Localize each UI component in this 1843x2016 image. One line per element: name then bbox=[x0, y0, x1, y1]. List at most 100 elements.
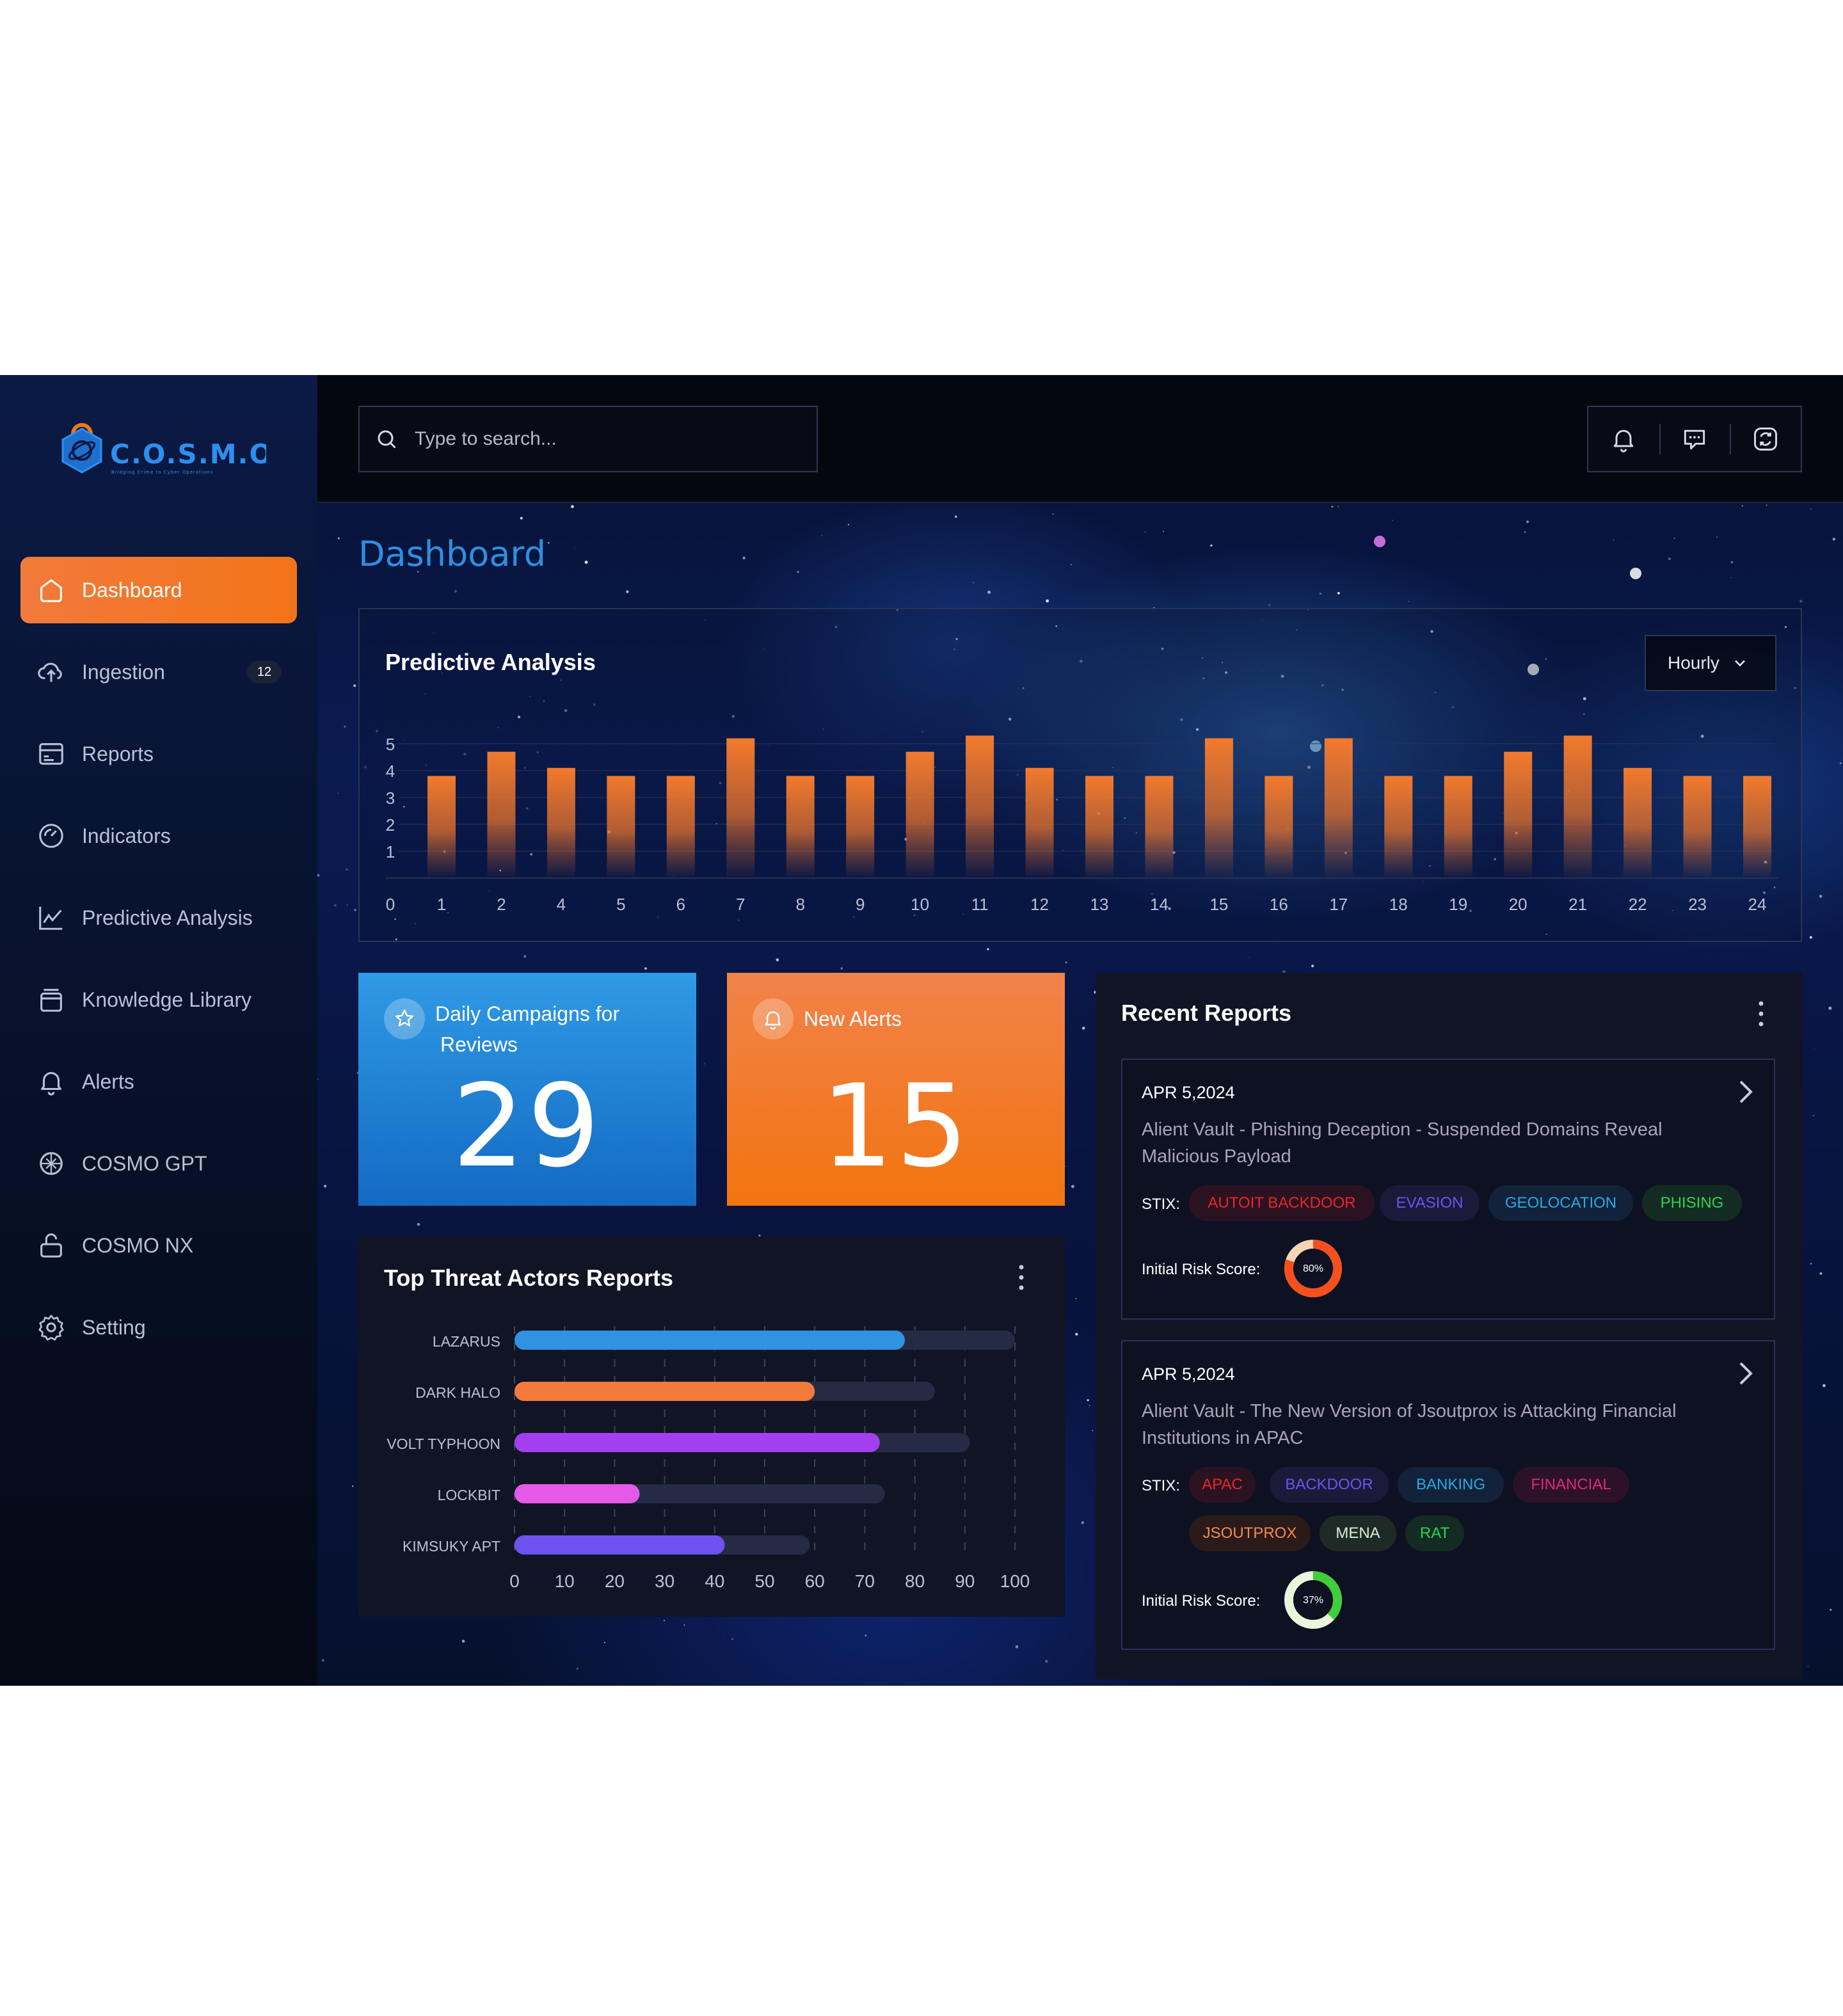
bell-icon bbox=[36, 1066, 67, 1097]
x-tick-label: 20 bbox=[605, 1571, 625, 1591]
bar-hour-16 bbox=[1265, 776, 1293, 877]
report-item[interactable]: APR 5,2024 Alient Vault - The New Versio… bbox=[1121, 1340, 1775, 1650]
bar-hour-20 bbox=[1504, 751, 1533, 877]
y-tick-label: 1 bbox=[386, 842, 395, 861]
chevron-right-icon[interactable] bbox=[1735, 1361, 1756, 1386]
star bbox=[338, 537, 340, 540]
star bbox=[776, 958, 779, 962]
sidebar-item-alerts[interactable]: Alerts bbox=[20, 1048, 297, 1115]
sidebar-item-reports[interactable]: Reports bbox=[20, 721, 297, 787]
sidebar-item-cosmo-nx[interactable]: COSMO NX bbox=[20, 1212, 297, 1279]
star bbox=[1210, 544, 1213, 547]
chevron-right-icon[interactable] bbox=[1735, 1079, 1756, 1105]
stix-tag[interactable]: BANKING bbox=[1398, 1467, 1504, 1503]
star bbox=[1828, 1006, 1832, 1010]
search-box[interactable] bbox=[358, 406, 818, 472]
stix-tag[interactable]: FINANCIAL bbox=[1513, 1467, 1629, 1503]
sidebar-item-predictive-analysis[interactable]: Predictive Analysis bbox=[20, 884, 297, 951]
recent-reports-menu-icon[interactable] bbox=[1757, 1000, 1765, 1028]
sidebar-item-ingestion[interactable]: Ingestion 12 bbox=[20, 639, 297, 705]
ingestion-count-badge: 12 bbox=[247, 660, 282, 684]
glow-star bbox=[1630, 568, 1641, 579]
star bbox=[1337, 591, 1340, 595]
stix-label: STIX: bbox=[1142, 1477, 1181, 1494]
sidebar-item-label: COSMO NX bbox=[82, 1233, 194, 1257]
stix-tag[interactable]: JSOUTPROX bbox=[1189, 1516, 1311, 1551]
star bbox=[1673, 538, 1675, 539]
star bbox=[1268, 604, 1270, 606]
stix-tag[interactable]: AUTOIT BACKDOOR bbox=[1189, 1185, 1375, 1221]
search-input[interactable] bbox=[413, 428, 797, 451]
bar-hour-11 bbox=[966, 735, 994, 877]
star bbox=[987, 590, 991, 594]
category-label: LOCKBIT bbox=[438, 1487, 500, 1503]
bar-lockbit bbox=[515, 1484, 640, 1503]
sidebar-item-indicators[interactable]: Indicators bbox=[20, 803, 297, 869]
messages-button[interactable] bbox=[1659, 406, 1730, 472]
report-title-line2: Malicious Payload bbox=[1142, 1146, 1291, 1167]
sidebar-item-label: Ingestion bbox=[82, 660, 165, 684]
refresh-button[interactable] bbox=[1730, 406, 1801, 472]
y-tick-label: 4 bbox=[386, 762, 395, 781]
daily-campaigns-card[interactable]: Daily Campaigns for Reviews 29 bbox=[358, 973, 696, 1206]
stix-tag[interactable]: APAC bbox=[1189, 1467, 1256, 1503]
period-select[interactable]: Hourly bbox=[1645, 635, 1776, 691]
star bbox=[454, 589, 458, 593]
x-tick-label: 2 bbox=[497, 895, 506, 914]
gauge-icon bbox=[36, 820, 67, 851]
stix-tag[interactable]: BACKDOOR bbox=[1270, 1467, 1389, 1503]
x-tick-label: 8 bbox=[795, 895, 804, 914]
star bbox=[1044, 1660, 1048, 1663]
stix-tag[interactable]: RAT bbox=[1405, 1516, 1464, 1551]
stix-tag[interactable]: MENA bbox=[1320, 1516, 1396, 1551]
cosmo-logo[interactable]: C.O.S.M.O Bridging Crime to Cyber Operat… bbox=[55, 415, 272, 485]
bar-hour-22 bbox=[1624, 767, 1652, 877]
daily-campaigns-value: 29 bbox=[452, 1060, 603, 1192]
category-label: VOLT TYPHOON bbox=[387, 1436, 500, 1452]
sidebar-item-knowledge-library[interactable]: Knowledge Library bbox=[20, 966, 297, 1033]
star bbox=[417, 1222, 420, 1226]
stix-tag[interactable]: GEOLOCATION bbox=[1488, 1185, 1633, 1221]
star bbox=[1832, 538, 1836, 541]
top-threat-actors-card: 0 10 20 30 40 50 60 70 80 90 100 LAZARUS DARK HALO VO… bbox=[358, 1236, 1065, 1617]
notifications-button[interactable] bbox=[1588, 406, 1659, 472]
risk-score-label: Initial Risk Score: bbox=[1142, 1261, 1261, 1278]
report-item[interactable]: APR 5,2024 Alient Vault - Phishing Decep… bbox=[1121, 1059, 1775, 1320]
x-tick-label: 23 bbox=[1688, 895, 1707, 914]
x-tick-label: 9 bbox=[856, 895, 865, 914]
star bbox=[571, 505, 574, 508]
new-alerts-card[interactable]: New Alerts 15 bbox=[727, 973, 1065, 1206]
logo-mark-icon: C.O.S.M.O Bridging Crime to Cyber Operat… bbox=[61, 423, 272, 475]
star bbox=[644, 967, 647, 970]
sidebar-nav: Dashboard Ingestion 12 Reports Indicato bbox=[20, 557, 297, 1376]
x-tick-label: 5 bbox=[616, 895, 625, 914]
category-label: KIMSUKY APT bbox=[403, 1538, 500, 1555]
sidebar-item-label: COSMO GPT bbox=[82, 1151, 207, 1175]
predictive-analysis-card: 1 2 3 4 5 0 1 2 4 5 6 7 8 9 10 11 12 13 14 15 16 17 18 19 20 21 22… bbox=[358, 608, 1802, 942]
refresh-icon bbox=[1753, 428, 1777, 451]
stix-tag[interactable]: PHISING bbox=[1642, 1185, 1742, 1221]
risk-score-label: Initial Risk Score: bbox=[1142, 1592, 1261, 1610]
star bbox=[1741, 505, 1744, 507]
chevron-down-icon bbox=[1735, 660, 1745, 667]
sidebar-item-label: Setting bbox=[82, 1315, 146, 1339]
x-tick-label: 12 bbox=[1030, 895, 1049, 914]
star bbox=[987, 948, 989, 950]
sidebar-item-cosmo-gpt[interactable]: COSMO GPT bbox=[20, 1130, 297, 1197]
sidebar-item-label: Predictive Analysis bbox=[82, 906, 253, 929]
x-tick-label: 4 bbox=[557, 895, 566, 914]
star bbox=[1830, 1608, 1832, 1611]
stix-tag[interactable]: EVASION bbox=[1380, 1185, 1480, 1221]
sidebar-item-dashboard[interactable]: Dashboard bbox=[20, 557, 297, 623]
star bbox=[576, 1668, 578, 1670]
star bbox=[1807, 1665, 1809, 1667]
star bbox=[1810, 1263, 1812, 1265]
threat-actors-menu-icon[interactable] bbox=[1017, 1263, 1025, 1292]
star bbox=[461, 1640, 465, 1643]
risk-score-donut: 37% bbox=[1284, 1571, 1342, 1629]
star bbox=[1814, 1049, 1815, 1050]
star bbox=[1524, 531, 1526, 533]
sidebar-item-setting[interactable]: Setting bbox=[20, 1294, 297, 1361]
star bbox=[1075, 1332, 1078, 1336]
star bbox=[354, 909, 356, 911]
